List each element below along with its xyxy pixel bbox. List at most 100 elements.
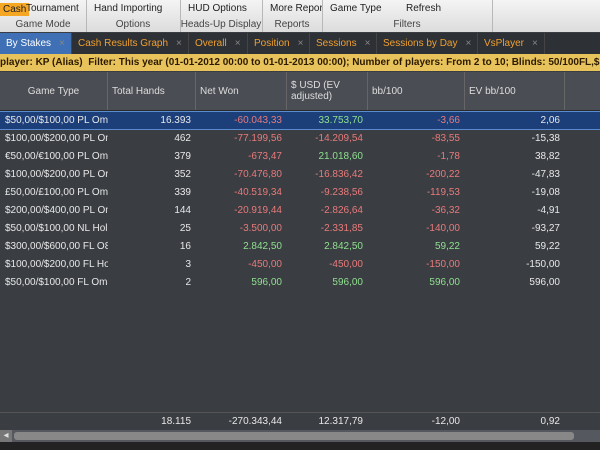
table-cell: 3 [185, 259, 191, 270]
table-cell: -36,32 [431, 205, 460, 216]
table-cell: -3.500,00 [239, 223, 282, 234]
tab[interactable]: Overall × [189, 33, 248, 54]
ribbon-group-label: Heads-Up Display [180, 19, 262, 30]
table-row[interactable]: $100,00/$200,00 FL Ho 3 -450,00 -450,00 -150… [0, 256, 600, 273]
ribbon-button[interactable]: Refresh [406, 3, 442, 14]
column-header[interactable]: Net Won [196, 72, 287, 110]
totals-row: 18.115 -270.343,44 12.317,79 -12,00 0,92 [0, 412, 600, 430]
tab[interactable]: Sessions by Day × [377, 33, 479, 54]
filter-bar: player: KP (Alias) Filter: This year (01… [0, 54, 600, 71]
ribbon-group-label: Filters [393, 19, 421, 30]
ribbon-group: Hand Importing Options [86, 0, 181, 32]
table-cell: $50,00/$100,00 FL Oma [5, 277, 108, 288]
tab-label: VsPlayer [484, 38, 525, 49]
table-cell: 25 [179, 223, 191, 234]
table-cell: 38,82 [534, 151, 560, 162]
table-cell: -14.209,54 [315, 133, 363, 144]
ribbon-button[interactable]: Hand Importing [94, 3, 163, 14]
table-cell: 352 [174, 169, 191, 180]
scroll-left[interactable]: ◂ [0, 430, 12, 442]
table-cell: -673,47 [248, 151, 282, 162]
table-cell: $50,00/$100,00 NL Hol [5, 223, 108, 234]
table-cell: -19,08 [531, 187, 560, 198]
table-cell: -119,53 [426, 187, 460, 198]
table-row[interactable]: $50,00/$100,00 PL Om 16.393 -60.043,33 33.7… [0, 111, 600, 130]
tab-label: Cash Results Graph [78, 38, 169, 49]
table-row[interactable]: $100,00/$200,00 PL Or 352 -70.476,80 -16.83… [0, 166, 600, 183]
table-cell: 596,00 [251, 277, 282, 288]
tab-close[interactable]: × [364, 38, 371, 49]
table-cell: €50,00/€100,00 PL Om [5, 151, 108, 162]
tab-close[interactable]: × [234, 38, 241, 49]
table-cell: $100,00/$200,00 PL Om [5, 133, 108, 144]
ribbon-group: HUD Options Heads-Up Display [180, 0, 263, 32]
table-row[interactable]: €50,00/€100,00 PL Om 379 -673,47 21.018,60 -… [0, 148, 600, 165]
table-body: $50,00/$100,00 PL Om 16.393 -60.043,33 33.7… [0, 111, 600, 411]
table-cell: 379 [174, 151, 191, 162]
table-cell: -20.919,44 [234, 205, 282, 216]
tab-close[interactable]: × [465, 38, 472, 49]
table-cell: 33.753,70 [318, 115, 364, 126]
table-cell: 596,00 [529, 277, 560, 288]
horizontal-scrollbar[interactable]: ◂ [0, 430, 600, 442]
tab-bar: By Stakes × Cash Results Graph × Overall × Pos… [0, 33, 600, 54]
table-cell: -200,22 [426, 169, 460, 180]
tab[interactable]: Cash Results Graph × [72, 33, 189, 54]
total-cell: 12.317,79 [318, 416, 364, 427]
tab[interactable]: Sessions × [310, 33, 378, 54]
table-row[interactable]: £50,00/£100,00 PL Om 339 -40.519,34 -9.238,… [0, 184, 600, 201]
table-cell: -9.238,56 [320, 187, 363, 198]
table-cell: $50,00/$100,00 PL Om [5, 115, 108, 126]
ribbon-button[interactable]: Game Type [330, 3, 382, 14]
table-cell: -140,00 [426, 223, 460, 234]
table-cell: 59,22 [434, 241, 460, 252]
tab-close[interactable]: × [532, 38, 538, 49]
tab-close[interactable]: × [297, 38, 304, 49]
column-header[interactable]: EV bb/100 [465, 72, 565, 110]
table-cell: 59,22 [534, 241, 560, 252]
ribbon: Cash Tournament Game Mode Hand Importing Opt… [0, 0, 600, 32]
tab-label: Sessions [316, 38, 357, 49]
column-header[interactable]: bb/100 [368, 72, 465, 110]
table-cell: 16 [179, 241, 191, 252]
table-row[interactable]: $300,00/$600,00 FL O8 16 2.842,50 2.842,50 5… [0, 238, 600, 255]
table-cell: 462 [174, 133, 191, 144]
ribbon-button[interactable]: Tournament [26, 3, 79, 14]
table-cell: -150,00 [526, 259, 560, 270]
tab-close[interactable]: × [59, 38, 65, 49]
table-cell: -3,66 [437, 115, 460, 126]
column-header[interactable]: Total Hands [108, 72, 196, 110]
total-cell: 0,92 [540, 416, 560, 427]
table-cell: 2.842,50 [324, 241, 363, 252]
table-cell: $100,00/$200,00 FL Ho [5, 259, 108, 270]
table-cell: -2.826,64 [320, 205, 363, 216]
table-row[interactable]: $100,00/$200,00 PL Om 462 -77.199,56 -14.20… [0, 130, 600, 147]
table-cell: 596,00 [429, 277, 460, 288]
table-cell: 21.018,60 [318, 151, 364, 162]
column-header[interactable]: Game Type [0, 72, 108, 110]
ribbon-button[interactable]: Cash [0, 3, 30, 16]
total-cell: -12,00 [431, 416, 460, 427]
table-cell: -2.331,85 [320, 223, 363, 234]
column-header[interactable]: $ USD (EV adjusted) [287, 72, 368, 110]
ribbon-button[interactable]: HUD Options [188, 3, 247, 14]
table-cell: 339 [174, 187, 191, 198]
table-row[interactable]: $50,00/$100,00 FL Oma 2 596,00 596,00 596,00… [0, 274, 600, 291]
table-cell: 2.842,50 [243, 241, 282, 252]
ribbon-group-label: Reports [274, 19, 310, 30]
ribbon-group: Cash Tournament Game Mode [0, 0, 87, 32]
ribbon-group: More Reports Reports [262, 0, 323, 32]
tab-label: Position [254, 38, 290, 49]
table-cell: -77.199,56 [234, 133, 282, 144]
tab[interactable]: By Stakes × [0, 33, 72, 54]
table-header: Game Type Total Hands Net Won $ USD (EV adj… [0, 72, 600, 111]
ribbon-button[interactable]: More Reports [270, 3, 323, 14]
tab[interactable]: Position × [248, 33, 311, 54]
table-row[interactable]: $50,00/$100,00 NL Hol 25 -3.500,00 -2.331,8… [0, 220, 600, 237]
tab[interactable]: VsPlayer × [478, 33, 545, 54]
table-row[interactable]: $200,00/$400,00 PL Om 144 -20.919,44 -2.826… [0, 202, 600, 219]
scroll-thumb[interactable] [14, 432, 574, 440]
tab-close[interactable]: × [176, 38, 182, 49]
tab-label: By Stakes [6, 38, 52, 49]
